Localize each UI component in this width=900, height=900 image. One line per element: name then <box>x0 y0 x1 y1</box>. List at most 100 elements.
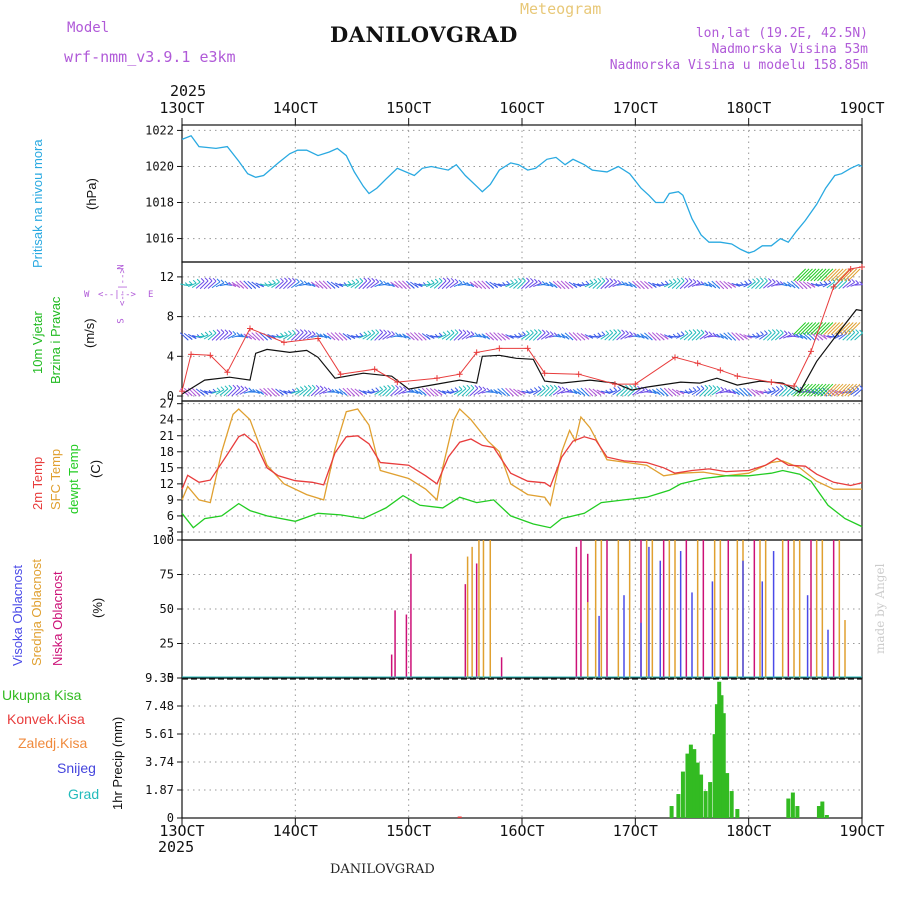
wind-gust-marker <box>207 352 214 359</box>
wind-barb-mark <box>720 334 725 339</box>
wind-barb-mark <box>315 332 320 336</box>
wind-barb-mark <box>633 284 637 289</box>
wind-barb-mark <box>284 277 288 282</box>
wind-barb-mark <box>740 392 744 396</box>
wind-barb-mark <box>803 336 808 340</box>
wind-barb-mark <box>660 283 669 287</box>
wind-barb-mark <box>224 280 229 285</box>
station-title: DANILOVGRAD <box>330 22 518 47</box>
total-rain-bar <box>795 806 800 818</box>
wind-barb-mark <box>437 334 447 339</box>
wind-barb-mark <box>449 332 459 341</box>
wind-barb-mark <box>433 280 443 289</box>
wind-barb-mark <box>604 332 614 341</box>
wind-barb-mark <box>232 283 237 287</box>
wind-barb-mark <box>342 283 351 286</box>
wind-barb-mark <box>461 333 471 340</box>
wind-barb-mark <box>660 336 665 341</box>
wind-barb-mark <box>830 322 844 335</box>
wind-barb-mark <box>477 334 486 339</box>
total-rain-bar <box>708 782 713 818</box>
wind-barb-mark <box>854 332 863 341</box>
xtick-bottom-label: 14OCT <box>273 822 318 840</box>
wind-barb-mark <box>672 335 681 338</box>
wind-barb-mark <box>391 384 395 389</box>
wind-gust-marker <box>281 339 287 346</box>
wind-barb-mark <box>351 279 356 284</box>
wind-barb-mark <box>612 332 621 341</box>
total-rain-bar <box>685 753 690 818</box>
wind-barb-mark <box>494 337 499 341</box>
wind-barb-mark <box>645 387 649 392</box>
wind-barb-mark <box>720 386 725 391</box>
wind-barb-mark <box>537 386 542 390</box>
wind-barb-mark <box>399 285 403 289</box>
wind-barb-mark <box>219 388 229 396</box>
wind-barb-mark <box>793 322 807 335</box>
wind-barb-mark <box>711 335 720 338</box>
wind-barb-mark <box>395 332 399 336</box>
wind-barb-mark <box>771 387 776 391</box>
wind-barb-mark <box>859 281 863 285</box>
wind-barb-mark <box>787 283 792 288</box>
wind-barb-mark <box>712 385 717 389</box>
temperature-ytick-label: 18 <box>160 445 174 459</box>
wind-barb-mark <box>817 268 830 282</box>
wind-barb-mark <box>323 285 328 290</box>
wind-barb-mark <box>506 392 510 397</box>
wind-barb-mark <box>375 329 380 333</box>
wind-barb-mark <box>251 390 260 394</box>
temp2m-line <box>181 433 863 490</box>
wind-barb-mark <box>446 277 451 282</box>
wind-barb-mark <box>561 334 566 339</box>
wind-barb-mark <box>813 322 827 335</box>
wind-barb-mark <box>184 336 189 341</box>
wind-barb-mark <box>418 391 423 395</box>
wind-barb-mark <box>687 332 697 341</box>
wind-barb-mark <box>600 333 610 340</box>
wind-barb-mark <box>196 278 201 283</box>
wind-barb-mark <box>838 333 848 340</box>
wind-barb-mark <box>358 334 367 339</box>
wind-barb-mark <box>303 329 308 334</box>
wind-barb-mark <box>700 281 705 285</box>
wind-barb-mark <box>294 332 304 341</box>
wind-barb-mark <box>743 282 752 288</box>
wind-barb-mark <box>374 389 383 395</box>
wind-barb-mark <box>699 283 709 287</box>
wind-barb-mark <box>434 335 443 338</box>
xtick-bottom-label: 18OCT <box>726 822 771 840</box>
total-rain-bar <box>699 774 704 818</box>
wind-barb-mark <box>522 277 526 282</box>
wind-barb-mark <box>796 322 810 335</box>
wind-barb-mark <box>518 391 522 396</box>
wind-barb-mark <box>347 392 352 397</box>
wind-barb-mark <box>366 280 376 289</box>
wind-barb-mark <box>699 333 709 340</box>
wind-barb-mark <box>220 329 225 333</box>
wind-barb-mark <box>370 281 379 289</box>
wind-barb-mark <box>339 391 344 395</box>
wind-barb-mark <box>387 384 391 389</box>
wind-barb-mark <box>548 387 558 397</box>
wind-barb-mark <box>248 387 253 392</box>
cloud-ytick-label: 100 <box>152 533 174 547</box>
wind-barb-mark <box>834 383 847 397</box>
compass-e: E <box>148 290 154 300</box>
wind-barb-mark <box>616 388 625 396</box>
wind-barb-mark <box>763 281 772 289</box>
wind-barb-mark <box>509 281 518 289</box>
xtick-bottom-label: 17OCT <box>613 822 658 840</box>
wind-barb-mark <box>299 386 304 390</box>
wind-barb-mark <box>442 277 447 282</box>
wind-barb-mark <box>581 392 586 396</box>
wind-barb-mark <box>624 334 633 339</box>
wind-barb-mark <box>347 336 352 340</box>
wind-barb-mark <box>679 333 689 340</box>
wind-barb-mark <box>612 389 621 396</box>
legend-convective-rain: Konvek.Kisa <box>7 711 85 727</box>
wind-barb-mark <box>486 387 491 392</box>
precip-ytick-label: 9.35 <box>145 671 174 685</box>
wind-barb-mark <box>530 329 534 334</box>
wind-barb-mark <box>609 278 614 282</box>
